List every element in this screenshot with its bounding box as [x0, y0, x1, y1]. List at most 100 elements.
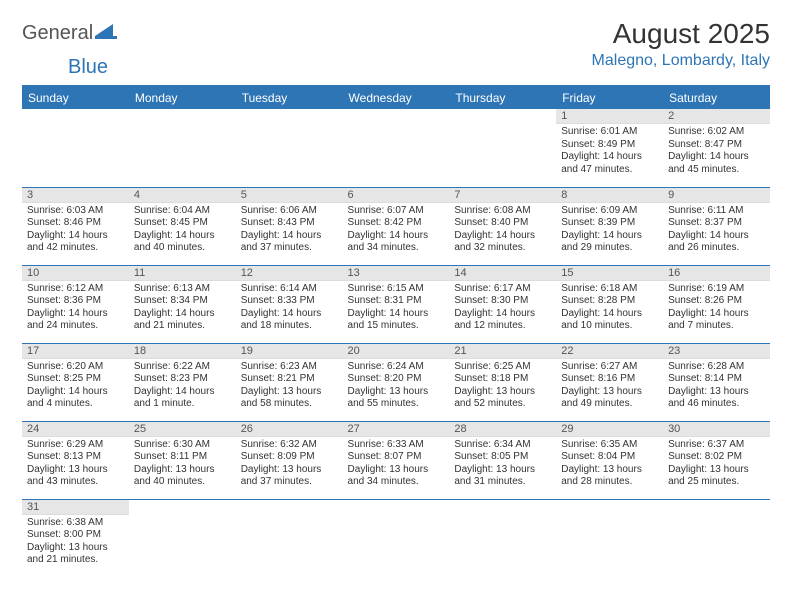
- calendar-cell: 13Sunrise: 6:15 AMSunset: 8:31 PMDayligh…: [343, 265, 450, 343]
- calendar-cell: [449, 499, 556, 577]
- calendar-cell: 19Sunrise: 6:23 AMSunset: 8:21 PMDayligh…: [236, 343, 343, 421]
- sunrise-text: Sunrise: 6:33 AM: [348, 439, 445, 452]
- daylight-text: Daylight: 14 hours and 12 minutes.: [454, 308, 551, 333]
- day-details: Sunrise: 6:27 AMSunset: 8:16 PMDaylight:…: [556, 359, 663, 414]
- day-number: 14: [449, 266, 556, 281]
- daylight-text: Daylight: 14 hours and 47 minutes.: [561, 151, 658, 176]
- day-details: Sunrise: 6:04 AMSunset: 8:45 PMDaylight:…: [129, 203, 236, 258]
- sunrise-text: Sunrise: 6:06 AM: [241, 205, 338, 218]
- day-number: 12: [236, 266, 343, 281]
- calendar-cell: [236, 499, 343, 577]
- day-number: 3: [22, 188, 129, 203]
- sunrise-text: Sunrise: 6:29 AM: [27, 439, 124, 452]
- calendar-cell: 7Sunrise: 6:08 AMSunset: 8:40 PMDaylight…: [449, 187, 556, 265]
- brand-logo: General: [22, 22, 119, 45]
- day-number: 31: [22, 500, 129, 515]
- calendar-cell: 6Sunrise: 6:07 AMSunset: 8:42 PMDaylight…: [343, 187, 450, 265]
- calendar-cell: 28Sunrise: 6:34 AMSunset: 8:05 PMDayligh…: [449, 421, 556, 499]
- calendar-week: 3Sunrise: 6:03 AMSunset: 8:46 PMDaylight…: [22, 187, 770, 265]
- day-details: Sunrise: 6:08 AMSunset: 8:40 PMDaylight:…: [449, 203, 556, 258]
- daylight-text: Daylight: 14 hours and 34 minutes.: [348, 230, 445, 255]
- sunrise-text: Sunrise: 6:27 AM: [561, 361, 658, 374]
- day-number: 22: [556, 344, 663, 359]
- daylight-text: Daylight: 13 hours and 40 minutes.: [134, 464, 231, 489]
- sunrise-text: Sunrise: 6:34 AM: [454, 439, 551, 452]
- day-header: Friday: [556, 86, 663, 109]
- calendar-cell: [663, 499, 770, 577]
- day-details: Sunrise: 6:25 AMSunset: 8:18 PMDaylight:…: [449, 359, 556, 414]
- day-details: Sunrise: 6:24 AMSunset: 8:20 PMDaylight:…: [343, 359, 450, 414]
- calendar-cell: 22Sunrise: 6:27 AMSunset: 8:16 PMDayligh…: [556, 343, 663, 421]
- sunset-text: Sunset: 8:13 PM: [27, 451, 124, 464]
- calendar-header-row: Sunday Monday Tuesday Wednesday Thursday…: [22, 86, 770, 109]
- daylight-text: Daylight: 13 hours and 21 minutes.: [27, 542, 124, 567]
- daylight-text: Daylight: 13 hours and 55 minutes.: [348, 386, 445, 411]
- day-number: 8: [556, 188, 663, 203]
- sunrise-text: Sunrise: 6:37 AM: [668, 439, 765, 452]
- month-title: August 2025: [592, 18, 770, 50]
- title-block: August 2025 Malegno, Lombardy, Italy: [592, 18, 770, 70]
- calendar-cell: 17Sunrise: 6:20 AMSunset: 8:25 PMDayligh…: [22, 343, 129, 421]
- sunset-text: Sunset: 8:20 PM: [348, 373, 445, 386]
- sunrise-text: Sunrise: 6:04 AM: [134, 205, 231, 218]
- sunset-text: Sunset: 8:33 PM: [241, 295, 338, 308]
- calendar-cell: 3Sunrise: 6:03 AMSunset: 8:46 PMDaylight…: [22, 187, 129, 265]
- brand-mark-icon: [95, 22, 119, 45]
- sunrise-text: Sunrise: 6:23 AM: [241, 361, 338, 374]
- sunset-text: Sunset: 8:40 PM: [454, 217, 551, 230]
- sunrise-text: Sunrise: 6:01 AM: [561, 126, 658, 139]
- day-header: Sunday: [22, 86, 129, 109]
- day-number: 5: [236, 188, 343, 203]
- sunset-text: Sunset: 8:18 PM: [454, 373, 551, 386]
- calendar-cell: 2Sunrise: 6:02 AMSunset: 8:47 PMDaylight…: [663, 109, 770, 187]
- daylight-text: Daylight: 14 hours and 29 minutes.: [561, 230, 658, 255]
- day-details: Sunrise: 6:17 AMSunset: 8:30 PMDaylight:…: [449, 281, 556, 336]
- sunset-text: Sunset: 8:00 PM: [27, 529, 124, 542]
- sunrise-text: Sunrise: 6:13 AM: [134, 283, 231, 296]
- calendar-cell: 29Sunrise: 6:35 AMSunset: 8:04 PMDayligh…: [556, 421, 663, 499]
- day-details: Sunrise: 6:33 AMSunset: 8:07 PMDaylight:…: [343, 437, 450, 492]
- day-details: Sunrise: 6:34 AMSunset: 8:05 PMDaylight:…: [449, 437, 556, 492]
- day-details: Sunrise: 6:23 AMSunset: 8:21 PMDaylight:…: [236, 359, 343, 414]
- sunset-text: Sunset: 8:49 PM: [561, 139, 658, 152]
- calendar-week: 31Sunrise: 6:38 AMSunset: 8:00 PMDayligh…: [22, 499, 770, 577]
- sunset-text: Sunset: 8:36 PM: [27, 295, 124, 308]
- daylight-text: Daylight: 14 hours and 15 minutes.: [348, 308, 445, 333]
- daylight-text: Daylight: 13 hours and 34 minutes.: [348, 464, 445, 489]
- day-details: Sunrise: 6:06 AMSunset: 8:43 PMDaylight:…: [236, 203, 343, 258]
- day-details: Sunrise: 6:30 AMSunset: 8:11 PMDaylight:…: [129, 437, 236, 492]
- sunrise-text: Sunrise: 6:20 AM: [27, 361, 124, 374]
- daylight-text: Daylight: 13 hours and 43 minutes.: [27, 464, 124, 489]
- sunset-text: Sunset: 8:28 PM: [561, 295, 658, 308]
- sunset-text: Sunset: 8:26 PM: [668, 295, 765, 308]
- daylight-text: Daylight: 13 hours and 46 minutes.: [668, 386, 765, 411]
- sunset-text: Sunset: 8:02 PM: [668, 451, 765, 464]
- day-number: 2: [663, 109, 770, 124]
- calendar-week: 24Sunrise: 6:29 AMSunset: 8:13 PMDayligh…: [22, 421, 770, 499]
- calendar-cell: 15Sunrise: 6:18 AMSunset: 8:28 PMDayligh…: [556, 265, 663, 343]
- day-details: Sunrise: 6:35 AMSunset: 8:04 PMDaylight:…: [556, 437, 663, 492]
- daylight-text: Daylight: 14 hours and 42 minutes.: [27, 230, 124, 255]
- calendar-week: 10Sunrise: 6:12 AMSunset: 8:36 PMDayligh…: [22, 265, 770, 343]
- day-number: 10: [22, 266, 129, 281]
- calendar-week: 1Sunrise: 6:01 AMSunset: 8:49 PMDaylight…: [22, 109, 770, 187]
- calendar-cell: [236, 109, 343, 187]
- day-details: Sunrise: 6:02 AMSunset: 8:47 PMDaylight:…: [663, 124, 770, 179]
- calendar-body: 1Sunrise: 6:01 AMSunset: 8:49 PMDaylight…: [22, 109, 770, 577]
- calendar-cell: [343, 499, 450, 577]
- sunrise-text: Sunrise: 6:30 AM: [134, 439, 231, 452]
- sunset-text: Sunset: 8:11 PM: [134, 451, 231, 464]
- day-number: 29: [556, 422, 663, 437]
- sunset-text: Sunset: 8:14 PM: [668, 373, 765, 386]
- calendar-cell: 1Sunrise: 6:01 AMSunset: 8:49 PMDaylight…: [556, 109, 663, 187]
- daylight-text: Daylight: 13 hours and 28 minutes.: [561, 464, 658, 489]
- day-details: Sunrise: 6:29 AMSunset: 8:13 PMDaylight:…: [22, 437, 129, 492]
- day-number: 27: [343, 422, 450, 437]
- day-details: Sunrise: 6:28 AMSunset: 8:14 PMDaylight:…: [663, 359, 770, 414]
- day-number: 15: [556, 266, 663, 281]
- daylight-text: Daylight: 13 hours and 25 minutes.: [668, 464, 765, 489]
- calendar-cell: [449, 109, 556, 187]
- day-details: Sunrise: 6:37 AMSunset: 8:02 PMDaylight:…: [663, 437, 770, 492]
- sunrise-text: Sunrise: 6:18 AM: [561, 283, 658, 296]
- day-header: Thursday: [449, 86, 556, 109]
